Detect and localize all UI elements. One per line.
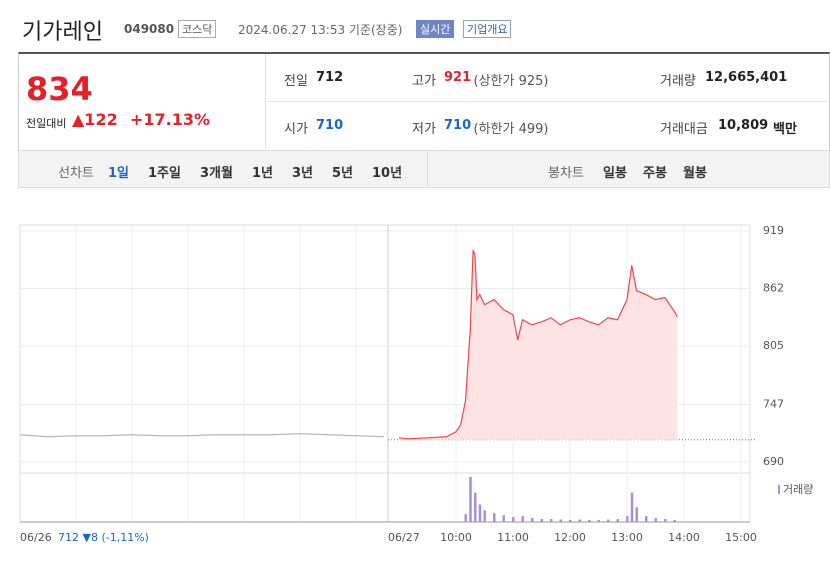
volume-bar	[540, 519, 543, 522]
volume-bar	[502, 515, 505, 522]
volume-bar	[626, 516, 629, 522]
volume-bar	[512, 517, 515, 522]
tab[interactable]: 3개월	[200, 166, 233, 181]
stat-label: 시가	[284, 122, 308, 137]
divider	[427, 152, 428, 186]
tab[interactable]: 월봉	[683, 166, 707, 181]
price-line	[398, 249, 678, 440]
volume-bar	[635, 507, 638, 522]
volume-bar	[654, 518, 657, 522]
tab-bar	[18, 150, 830, 188]
price-line	[19, 433, 385, 438]
stock-code: 049080	[124, 22, 175, 36]
x-tick-label: 06/26	[20, 531, 52, 544]
stat-label: 고가	[412, 74, 436, 89]
stat-label: 전일	[284, 74, 308, 89]
volume-bar	[521, 516, 524, 522]
stat-unit: 백만	[773, 122, 797, 137]
x-tick-label: 11:00	[497, 531, 529, 544]
change-label: 전일대비	[26, 117, 67, 130]
tab[interactable]: 3년	[292, 166, 314, 181]
tab[interactable]: 10년	[372, 166, 403, 181]
stat-label: 거래대금	[660, 122, 708, 137]
y-tick-label: 747	[763, 398, 784, 411]
volume-bar	[645, 516, 648, 522]
stat-value: 710	[316, 118, 344, 133]
y-tick-label: 690	[763, 455, 784, 468]
stat-value: 10,809	[718, 118, 769, 133]
timestamp: 2024.06.27 13:53 기준(장중)	[238, 23, 403, 37]
volume-bar	[578, 519, 581, 522]
stat-note: (상한가 925)	[473, 74, 549, 89]
stat-note: (하한가 499)	[473, 122, 549, 137]
volume-bar	[531, 518, 534, 522]
change-pct: +17.13%	[130, 110, 211, 129]
x-tick-label: 06/27	[388, 531, 420, 544]
y-tick-label: 862	[763, 281, 784, 294]
tab[interactable]: 주봉	[643, 166, 667, 181]
stat-label: 거래량	[660, 74, 696, 89]
volume-bar	[588, 520, 591, 522]
volume-bar	[597, 520, 600, 522]
y-tick-label: 919	[763, 224, 784, 237]
volume-bar	[483, 510, 486, 522]
stock-name: 기가레인	[22, 20, 103, 45]
realtime-button[interactable]: 실시간	[416, 20, 455, 38]
volume-bar	[607, 519, 610, 522]
volume-bar	[616, 519, 619, 522]
tab[interactable]: 1년	[252, 166, 274, 181]
x-tick-label: 15:00	[725, 531, 757, 544]
stat-value: 710	[444, 118, 472, 133]
tab[interactable]: 5년	[332, 166, 354, 181]
volume-bar	[559, 519, 562, 522]
volume-bar	[474, 492, 477, 522]
tab[interactable]: 1일	[108, 166, 130, 181]
x-tick-label: 12:00	[554, 531, 586, 544]
divider	[265, 54, 266, 149]
current-price: 834	[26, 70, 93, 108]
volume-bar	[664, 519, 667, 522]
volume-bar	[630, 492, 634, 522]
market-badge: 코스닥	[178, 20, 217, 38]
divider	[266, 101, 828, 102]
stat-label: 저가	[412, 122, 436, 137]
stat-value: 712	[316, 70, 344, 85]
x-tick-label: 13:00	[611, 531, 643, 544]
prev-day-summary: 712 ▼8 (-1,11%)	[58, 531, 149, 544]
tab-group-label: 봉차트	[548, 166, 584, 181]
area	[399, 250, 678, 440]
tab-group-label: 선차트	[58, 166, 94, 181]
volume-bar	[673, 520, 676, 522]
volume-bar	[550, 519, 553, 522]
volume-bar	[493, 513, 496, 522]
x-tick-label: 10:00	[440, 531, 472, 544]
volume-bar	[478, 504, 482, 522]
stat-value: 12,665,401	[705, 70, 788, 85]
volume-legend: 거래량	[783, 483, 813, 496]
y-tick-label: 805	[763, 339, 784, 352]
tab[interactable]: 1주일	[148, 166, 181, 181]
tab[interactable]: 일봉	[603, 166, 627, 181]
change: ▲122	[72, 110, 118, 129]
company-button[interactable]: 기업개요	[463, 20, 512, 38]
x-tick-label: 14:00	[668, 531, 700, 544]
volume-bar	[464, 514, 467, 522]
volume-legend-swatch	[778, 485, 780, 494]
volume-bar	[469, 477, 472, 522]
stat-value: 921	[444, 70, 472, 85]
volume-bar	[569, 520, 572, 522]
